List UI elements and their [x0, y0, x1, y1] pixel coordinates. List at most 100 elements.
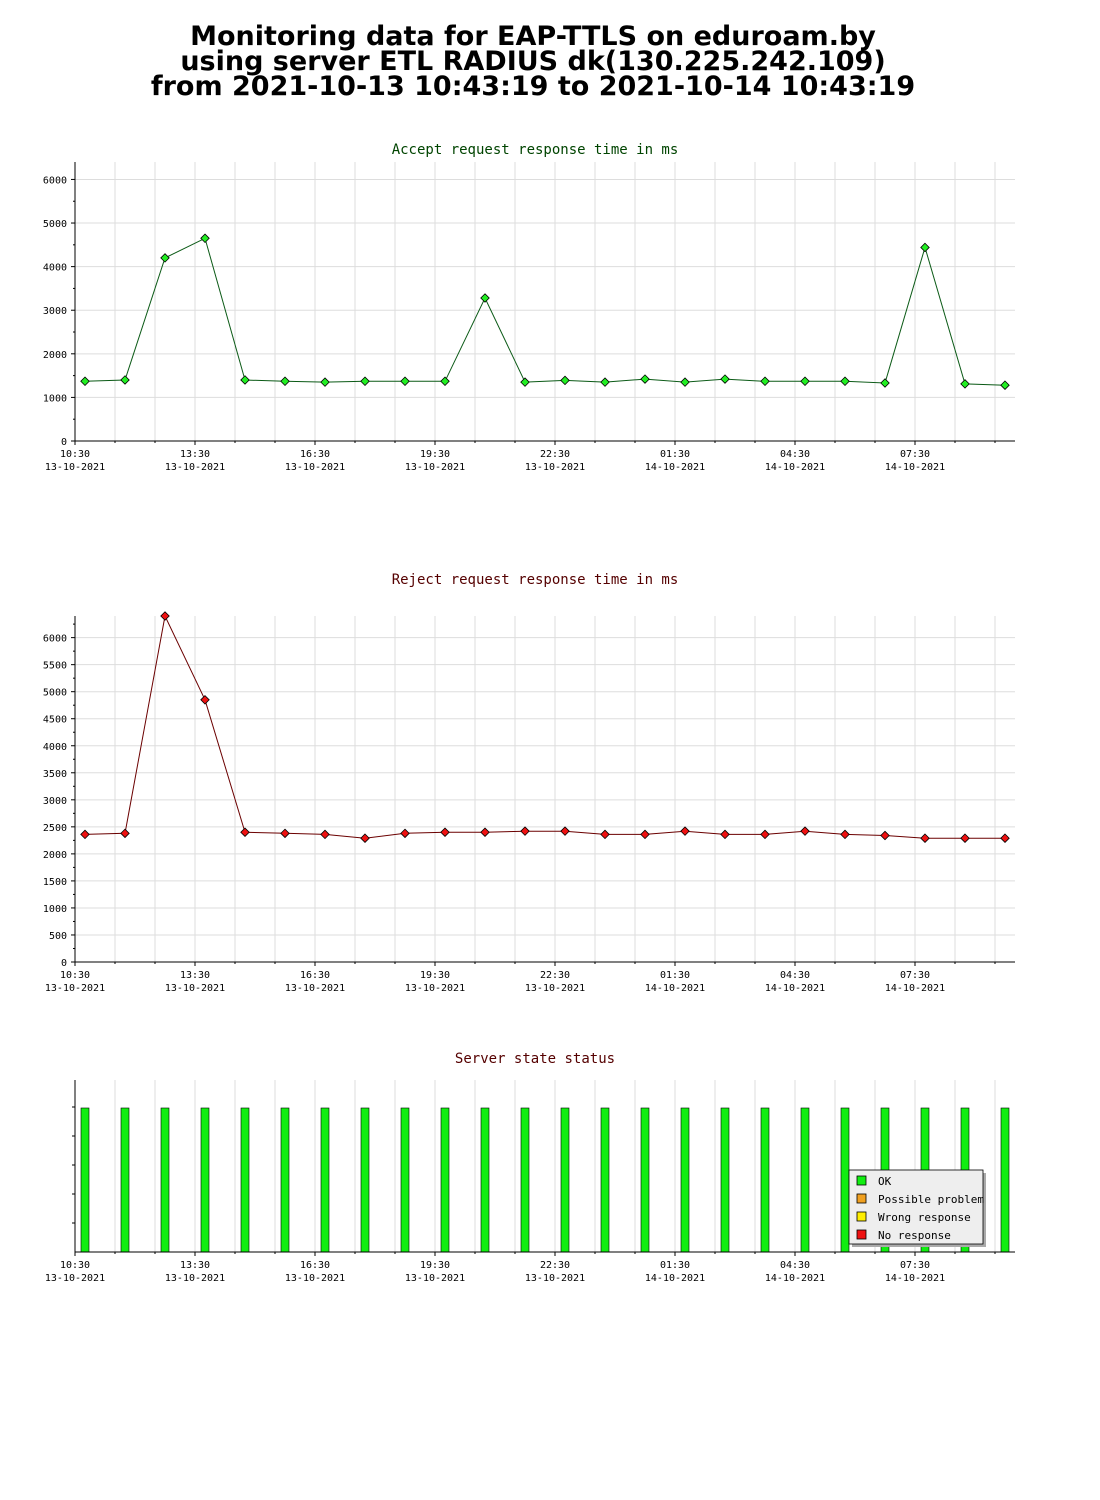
accept-y-tick-label: 1000 — [43, 393, 67, 404]
accept-data-point — [960, 379, 970, 389]
reject-data-point — [640, 829, 650, 840]
status-x-tick-date: 14-10-2021 — [645, 1273, 705, 1284]
accept-data-point — [800, 376, 810, 387]
legend-label: OK — [878, 1175, 892, 1188]
status-x-tick-date: 13-10-2021 — [405, 1273, 465, 1284]
reject-x-tick-date: 13-10-2021 — [165, 983, 225, 994]
accept-y-tick-label: 6000 — [43, 175, 67, 186]
status-x-tick-time: 07:30 — [900, 1260, 930, 1271]
accept-x-tick-date: 14-10-2021 — [765, 462, 825, 473]
status-bar — [800, 1107, 810, 1253]
status-x-tick-time: 13:30 — [180, 1260, 210, 1271]
status-bar — [440, 1107, 450, 1253]
status-x-tick-time: 04:30 — [780, 1260, 810, 1271]
status-x-tick-date: 14-10-2021 — [765, 1273, 825, 1284]
status-x-tick-time: 01:30 — [660, 1260, 690, 1271]
accept-x-tick-date: 13-10-2021 — [405, 462, 465, 473]
reject-x-tick-date: 13-10-2021 — [285, 983, 345, 994]
reject-y-tick-label: 2500 — [43, 823, 67, 834]
status-x-tick-time: 10:30 — [60, 1260, 90, 1271]
reject-data-point — [520, 826, 530, 836]
reject-data-point — [320, 829, 330, 840]
accept-data-point — [320, 377, 330, 387]
accept-y-tick-label: 0 — [61, 437, 67, 448]
legend-label: Possible problem — [878, 1193, 984, 1206]
accept-data-point — [240, 375, 250, 385]
accept-x-tick-time: 01:30 — [660, 449, 690, 460]
accept-x-tick-date: 13-10-2021 — [285, 462, 345, 473]
reject-y-tick-label: 5500 — [43, 661, 67, 672]
reject-x-tick-time: 22:30 — [540, 970, 570, 981]
accept-data-point — [640, 374, 650, 384]
reject-y-tick-label: 6000 — [43, 634, 67, 645]
reject-data-point — [80, 829, 90, 840]
accept-y-tick-label: 4000 — [43, 263, 67, 274]
accept-x-tick-time: 22:30 — [540, 449, 570, 460]
reject-data-point — [440, 827, 450, 838]
accept-y-tick-label: 3000 — [43, 306, 67, 317]
title-line-1: Monitoring data for EAP-TTLS on eduroam.… — [190, 21, 876, 52]
reject-y-tick-label: 500 — [49, 931, 67, 942]
status-bar — [840, 1107, 850, 1253]
accept-data-point — [680, 377, 690, 387]
accept-data-point — [560, 375, 570, 386]
status-bar — [680, 1107, 690, 1253]
accept-data-point — [200, 233, 210, 244]
status-x-tick-date: 14-10-2021 — [885, 1273, 945, 1284]
status-x-tick-time: 19:30 — [420, 1260, 450, 1271]
reject-data-point — [560, 826, 570, 836]
reject-y-tick-label: 4500 — [43, 715, 67, 726]
accept-chart: 0 1000 2000 3000 4000 5000 6000 10:30 13-10-2021… — [43, 162, 1015, 473]
title-line-2: using server ETL RADIUS dk(130.225.242.1… — [180, 46, 886, 77]
reject-y-tick-label: 1500 — [43, 877, 67, 888]
legend-label: Wrong response — [878, 1211, 971, 1224]
accept-x-tick-time: 16:30 — [300, 449, 330, 460]
reject-data-point — [360, 833, 370, 843]
status-bar — [760, 1107, 770, 1253]
reject-data-point — [720, 829, 730, 840]
status-bar — [600, 1107, 610, 1253]
accept-y-tick-label: 5000 — [43, 219, 67, 230]
legend-swatch — [856, 1193, 867, 1204]
reject-data-point — [400, 828, 410, 839]
reject-chart-title: Reject request response time in ms — [392, 572, 679, 588]
accept-data-point — [600, 377, 610, 387]
status-bar — [320, 1107, 330, 1253]
legend-box — [848, 1169, 984, 1245]
reject-data-point — [1000, 833, 1010, 843]
title-line-3: from 2021-10-13 10:43:19 to 2021-10-14 1… — [150, 71, 916, 102]
status-chart-title: Server state status — [455, 1051, 615, 1067]
reject-chart: 0 500 1000 1500 2000 2500 3000 3500 4000 4500 5000… — [43, 611, 1015, 994]
reject-x-tick-date: 14-10-2021 — [645, 983, 705, 994]
accept-data-point — [160, 253, 170, 263]
legend-swatch — [856, 1175, 867, 1186]
accept-data-point — [520, 377, 530, 387]
accept-data-point — [480, 293, 490, 303]
reject-y-tick-label: 3500 — [43, 769, 67, 780]
status-bar — [1000, 1107, 1010, 1253]
status-bar — [720, 1107, 730, 1253]
reject-data-point — [160, 611, 170, 621]
reject-data-point — [240, 827, 250, 838]
status-bar — [120, 1107, 130, 1253]
accept-data-point — [880, 378, 890, 388]
reject-data-point — [120, 828, 130, 839]
reject-y-tick-label: 5000 — [43, 688, 67, 699]
status-x-tick-date: 13-10-2021 — [285, 1273, 345, 1284]
legend-label: No response — [878, 1229, 951, 1242]
status-bar — [520, 1107, 530, 1253]
accept-x-tick-date: 14-10-2021 — [645, 462, 705, 473]
status-x-tick-time: 16:30 — [300, 1260, 330, 1271]
status-bar — [640, 1107, 650, 1253]
reject-x-tick-time: 01:30 — [660, 970, 690, 981]
accept-x-tick-date: 13-10-2021 — [165, 462, 225, 473]
reject-data-point — [800, 826, 810, 836]
reject-y-tick-label: 1000 — [43, 904, 67, 915]
accept-data-point — [440, 376, 450, 387]
status-bar — [400, 1107, 410, 1253]
reject-x-tick-date: 14-10-2021 — [765, 983, 825, 994]
reject-y-tick-label: 4000 — [43, 742, 67, 753]
status-x-tick-date: 13-10-2021 — [45, 1273, 105, 1284]
status-x-tick-date: 13-10-2021 — [525, 1273, 585, 1284]
accept-data-point — [120, 375, 130, 385]
